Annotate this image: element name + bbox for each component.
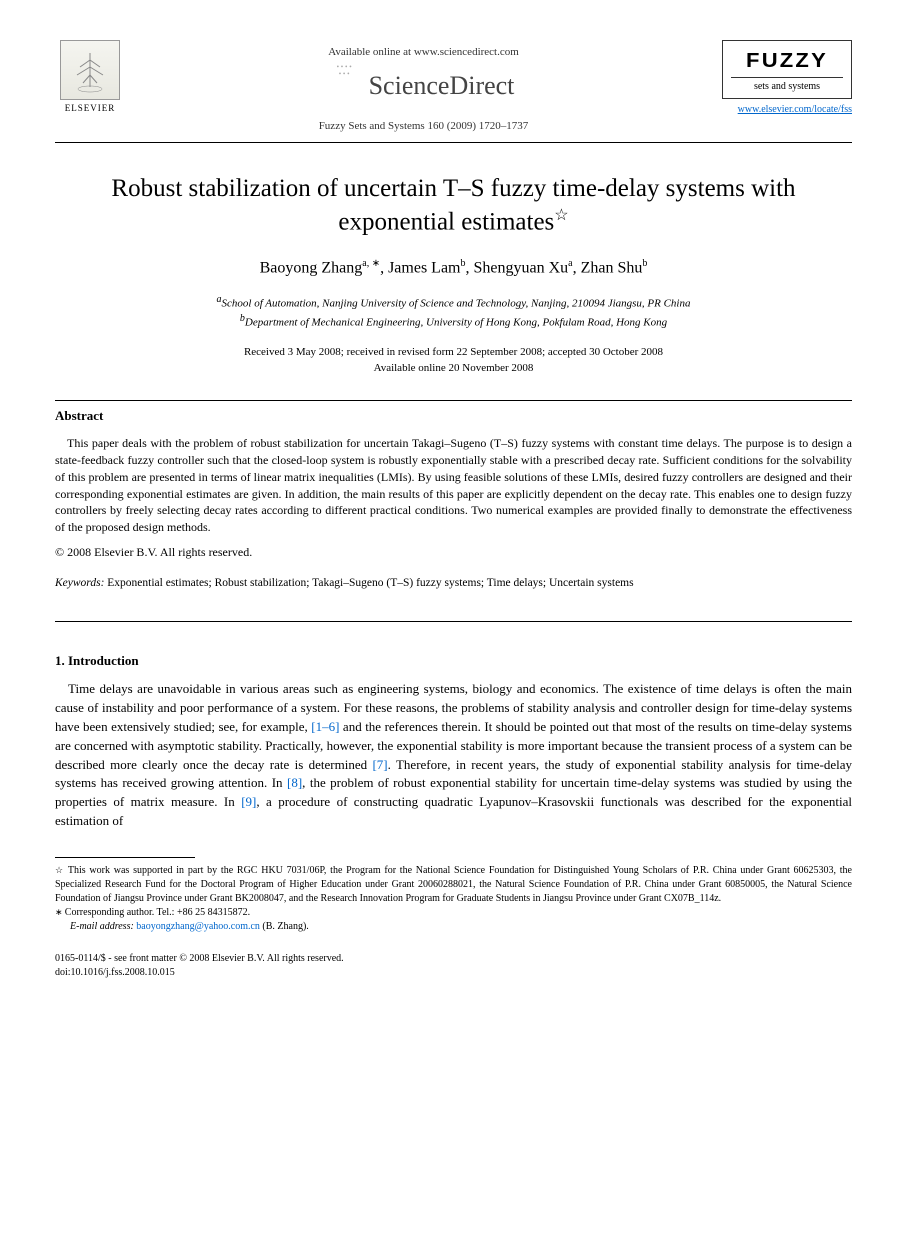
footnote-corresponding: ∗ Corresponding author. Tel.: +86 25 843… bbox=[55, 906, 852, 920]
abstract-text: This paper deals with the problem of rob… bbox=[55, 435, 852, 536]
fuzzy-title: FUZZY bbox=[725, 47, 848, 75]
footer-doi: doi:10.1016/j.fss.2008.10.015 bbox=[55, 967, 175, 978]
sciencedirect-logo: ScienceDirect bbox=[125, 68, 722, 104]
keywords-label: Keywords: bbox=[55, 577, 104, 589]
intro-paragraph: Time delays are unavoidable in various a… bbox=[55, 680, 852, 831]
title-footnote-star-icon: ☆ bbox=[554, 207, 568, 224]
elsevier-tree-icon bbox=[60, 40, 120, 100]
ref-link-1[interactable]: [1–6] bbox=[311, 719, 339, 734]
journal-reference: Fuzzy Sets and Systems 160 (2009) 1720–1… bbox=[125, 119, 722, 134]
dates-online: Available online 20 November 2008 bbox=[374, 362, 534, 374]
footnote-star-icon: ☆ bbox=[55, 865, 68, 875]
page: ELSEVIER Available online at www.science… bbox=[0, 0, 907, 1010]
author-0: Baoyong Zhang bbox=[260, 259, 363, 276]
footnote-asterisk-icon: ∗ bbox=[55, 907, 65, 917]
available-online-text: Available online at www.sciencedirect.co… bbox=[125, 45, 722, 60]
abstract-copyright: © 2008 Elsevier B.V. All rights reserved… bbox=[55, 544, 852, 561]
keywords: Keywords: Exponential estimates; Robust … bbox=[55, 575, 852, 591]
footnote-email: E-mail address: baoyongzhang@yahoo.com.c… bbox=[55, 920, 852, 934]
author-3-marks: b bbox=[642, 258, 647, 269]
ref-link-2[interactable]: [7] bbox=[372, 757, 387, 772]
footnote-corresponding-text: Corresponding author. Tel.: +86 25 84315… bbox=[65, 907, 250, 918]
footnote-email-suffix: (B. Zhang). bbox=[262, 921, 308, 932]
center-header: Available online at www.sciencedirect.co… bbox=[125, 40, 722, 134]
author-3: Zhan Shu bbox=[581, 259, 643, 276]
sd-dots-icon bbox=[333, 68, 371, 82]
journal-logo: FUZZY sets and systems www.elsevier.com/… bbox=[722, 40, 852, 117]
article-title: Robust stabilization of uncertain T–S fu… bbox=[95, 173, 812, 238]
footnote-email-link[interactable]: baoyongzhang@yahoo.com.cn bbox=[136, 921, 260, 932]
dates-received: Received 3 May 2008; received in revised… bbox=[244, 346, 663, 358]
keywords-text: Exponential estimates; Robust stabilizat… bbox=[107, 577, 633, 589]
intro-heading: 1. Introduction bbox=[55, 652, 852, 670]
ref-link-4[interactable]: [9] bbox=[241, 794, 256, 809]
author-2: Shengyuan Xu bbox=[474, 259, 569, 276]
affiliations: aSchool of Automation, Nanjing Universit… bbox=[55, 293, 852, 331]
journal-url-link[interactable]: www.elsevier.com/locate/fss bbox=[722, 103, 852, 117]
header-rule bbox=[55, 142, 852, 143]
abstract-bottom-rule bbox=[55, 621, 852, 622]
abstract-top-rule bbox=[55, 400, 852, 401]
dates: Received 3 May 2008; received in revised… bbox=[55, 345, 852, 376]
affiliation-a: School of Automation, Nanjing University… bbox=[222, 298, 691, 310]
elsevier-label: ELSEVIER bbox=[55, 102, 125, 115]
fuzzy-subtitle: sets and systems bbox=[731, 77, 843, 94]
author-0-marks: a, ∗ bbox=[362, 258, 380, 269]
footer: 0165-0114/$ - see front matter © 2008 El… bbox=[55, 952, 852, 980]
header: ELSEVIER Available online at www.science… bbox=[55, 40, 852, 134]
ref-link-3[interactable]: [8] bbox=[287, 775, 302, 790]
fuzzy-logo-box: FUZZY sets and systems bbox=[722, 40, 852, 99]
abstract-heading: Abstract bbox=[55, 407, 852, 425]
authors: Baoyong Zhanga, ∗, James Lamb, Shengyuan… bbox=[55, 257, 852, 280]
footnote-rule bbox=[55, 857, 195, 858]
sciencedirect-text: ScienceDirect bbox=[369, 71, 515, 100]
author-2-marks: a bbox=[568, 258, 572, 269]
footnote-funding-text: This work was supported in part by the R… bbox=[55, 865, 852, 904]
affiliation-b: Department of Mechanical Engineering, Un… bbox=[245, 317, 667, 329]
footnote-email-label: E-mail address: bbox=[70, 921, 134, 932]
spacer bbox=[55, 628, 852, 652]
title-text: Robust stabilization of uncertain T–S fu… bbox=[111, 175, 795, 235]
footer-line1: 0165-0114/$ - see front matter © 2008 El… bbox=[55, 953, 344, 964]
author-1: James Lam bbox=[388, 259, 460, 276]
footnote-funding: ☆ This work was supported in part by the… bbox=[55, 864, 852, 906]
author-1-marks: b bbox=[461, 258, 466, 269]
elsevier-logo: ELSEVIER bbox=[55, 40, 125, 115]
